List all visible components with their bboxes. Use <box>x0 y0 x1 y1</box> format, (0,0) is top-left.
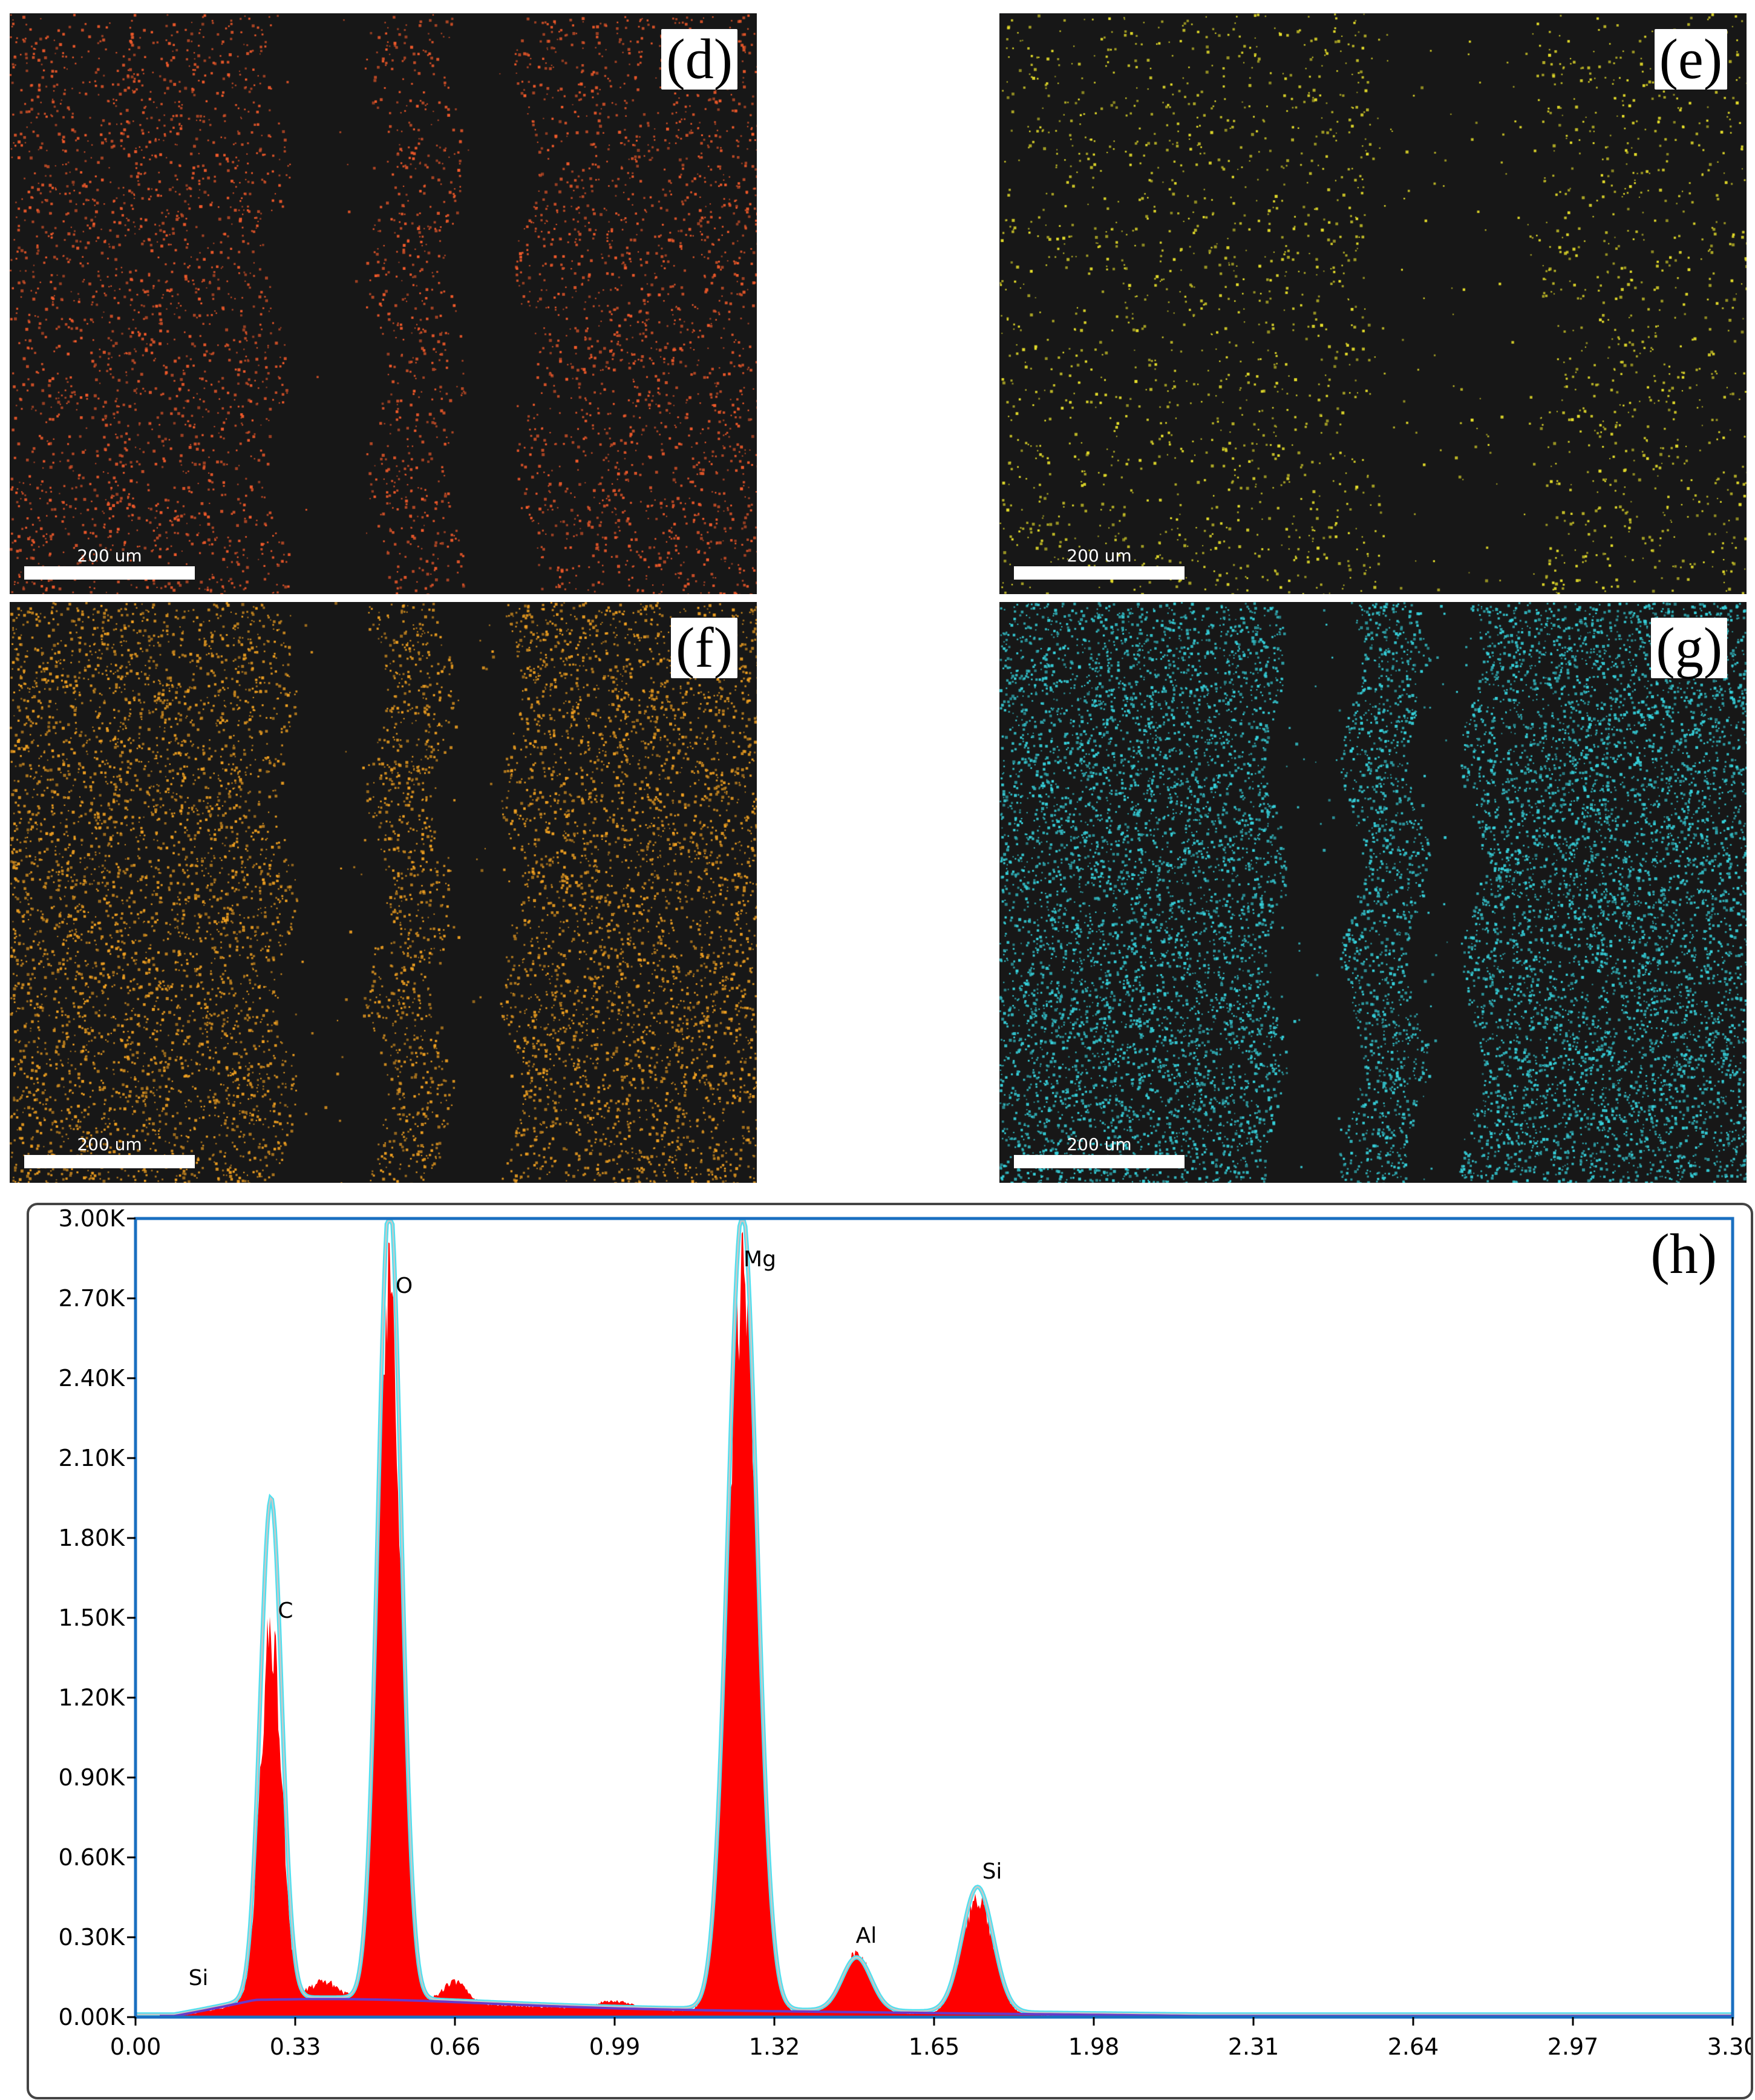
x-tick-label: 3.30 <box>1707 2033 1751 2060</box>
y-tick-label: 0.60K <box>58 1844 125 1871</box>
panel-label: (d) <box>661 29 737 90</box>
x-tick-label: 2.97 <box>1547 2033 1599 2060</box>
element-map-image <box>10 602 757 1183</box>
y-tick-label: 3.00K <box>58 1205 125 1232</box>
x-tick-label: 2.31 <box>1228 2033 1279 2060</box>
element-map-image <box>10 13 757 594</box>
scale-bar-label: 200 um <box>77 1134 142 1154</box>
y-tick-label: 0.00K <box>58 2004 125 2030</box>
y-tick-label: 1.50K <box>58 1604 125 1631</box>
eds-spectrum-chart: 0.00 0.33 0.66 0.99 1.32 1.65 1.98 2.31 2.64 2.97… <box>27 1203 1753 2099</box>
map-panel-e: (e) 200 um <box>999 13 1747 594</box>
x-tick-label: 2.64 <box>1388 2033 1439 2060</box>
scale-bar-label: 200 um <box>1067 1134 1132 1154</box>
x-tick-label: 0.00 <box>110 2033 162 2060</box>
spectrum-svg: 0.00 0.33 0.66 0.99 1.32 1.65 1.98 2.31 2.64 2.97… <box>58 1205 1751 2060</box>
y-tick-label: 1.20K <box>58 1684 125 1711</box>
x-tick-label: 1.98 <box>1068 2033 1120 2060</box>
scale-bar <box>24 566 195 580</box>
x-tick-label: 0.66 <box>430 2033 481 2060</box>
map-panel-g: (g) 200 um <box>999 602 1747 1183</box>
y-tick-label: 0.30K <box>58 1924 125 1951</box>
peak-label-o: O <box>396 1274 413 1298</box>
x-tick-label: 0.33 <box>270 2033 321 2060</box>
scale-bar-label: 200 um <box>1067 546 1132 566</box>
element-map-image <box>999 13 1747 594</box>
y-tick-label: 1.80K <box>58 1525 125 1551</box>
peak-label-mg: Mg <box>744 1247 776 1272</box>
y-tick-label: 2.10K <box>58 1445 125 1471</box>
panel-label: (h) <box>1650 1223 1717 1286</box>
scale-bar <box>1014 566 1185 580</box>
peak-label-al: Al <box>856 1923 877 1948</box>
scale-bar-label: 200 um <box>77 546 142 566</box>
y-tick-label: 2.70K <box>58 1285 125 1312</box>
scale-bar <box>1014 1155 1185 1168</box>
peak-label-c: C <box>278 1598 293 1623</box>
element-map-image <box>999 602 1747 1183</box>
peak-label-si: Si <box>189 1966 209 1990</box>
fit-curve-inner <box>136 1220 1731 2015</box>
scale-bar <box>24 1155 195 1168</box>
panel-label: (f) <box>671 618 737 678</box>
map-panel-d: (d) 200 um <box>10 13 757 594</box>
y-tick-label: 2.40K <box>58 1365 125 1392</box>
peak-label-si: Si <box>982 1859 1002 1884</box>
x-tick-label: 0.99 <box>589 2033 641 2060</box>
panel-label: (e) <box>1654 29 1727 90</box>
panel-label: (g) <box>1651 618 1727 678</box>
map-panel-f: (f) 200 um <box>10 602 757 1183</box>
x-tick-label: 1.65 <box>909 2033 960 2060</box>
x-tick-label: 1.32 <box>749 2033 800 2060</box>
y-tick-label: 0.90K <box>58 1764 125 1791</box>
